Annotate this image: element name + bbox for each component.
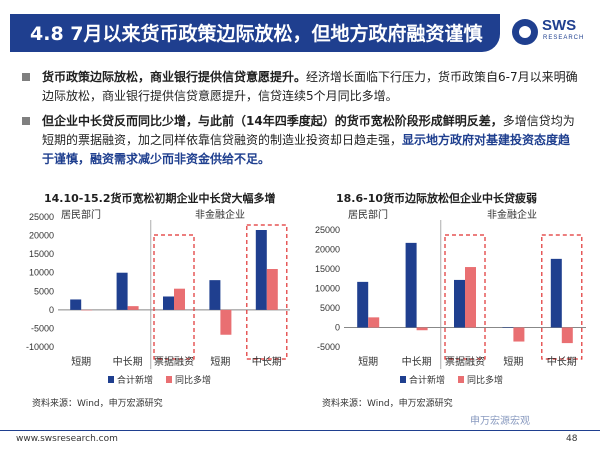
- chart1-ytick-label: 20000: [29, 231, 54, 241]
- chart2-category-label: 短期: [503, 355, 523, 368]
- bullet-2-bold: 但企业中长贷反而同比少增，与此前（14年四季度起）的货币宽松阶段形成鲜明反差，: [42, 114, 503, 128]
- chart1-bar-total: [209, 280, 221, 310]
- bullet-square-icon: [22, 117, 30, 125]
- sws-logo: SWS RESEARCH: [512, 17, 592, 49]
- logo-mark-icon: [512, 19, 538, 45]
- chart1-bar-yoy: [81, 309, 93, 311]
- bullet-2-text: 多增信贷均为短期的票据融资，加之同样依靠信贷融资的制造业投资却日趋走强，: [42, 114, 575, 147]
- chart1-bar-yoy: [266, 269, 278, 310]
- chart2-ytick-label: 10000: [315, 284, 340, 294]
- chart2-bar-yoy: [416, 327, 428, 331]
- chart2-bar-total: [550, 258, 562, 328]
- chart-2-title: 18.6-10货币边际放松但企业中长贷疲弱: [336, 192, 538, 205]
- bullet-1: 货币政策边际放松，商业银行提供信贷意愿提升。经济增长面临下行压力，货币政策自6-…: [22, 68, 582, 106]
- chart2-legend-label: 合计新增: [409, 374, 445, 386]
- chart1-category-label: 票据融资: [154, 355, 194, 368]
- chart2-bar-yoy: [561, 327, 573, 344]
- chart1-ytick-label: -5000: [31, 323, 54, 333]
- slide-header: 4.8 7月以来货币政策边际放松，但地方政府融资谨慎 SWS RESEARCH: [0, 14, 600, 52]
- chart1-ytick-label: 15000: [29, 249, 54, 259]
- chart1-ytick-label: 0: [49, 305, 54, 315]
- chart2-bar-yoy: [368, 317, 380, 328]
- chart2-group-label: 非金融企业: [487, 208, 537, 221]
- chart-1: 25000 20000 15000 10000 5000 0 -5000 -10000 居民部门…: [26, 208, 290, 386]
- chart2-bar-total: [357, 281, 369, 328]
- chart2-ytick-label: 20000: [315, 245, 340, 255]
- chart2-category-label: 票据融资: [445, 355, 485, 368]
- logo-subtext: RESEARCH: [543, 35, 585, 41]
- chart1-highlight-box: [246, 224, 288, 360]
- chart2-group-label: 居民部门: [348, 208, 388, 221]
- footer-divider: [0, 430, 600, 431]
- chart1-legend-swatch: [166, 376, 172, 383]
- chart1-legend-label: 同比多增: [175, 374, 211, 386]
- chart2-category-label: 短期: [358, 355, 378, 368]
- chart1-category-label: 短期: [210, 355, 230, 368]
- chart1-legend-swatch: [108, 376, 114, 383]
- chart1-category-label: 中长期: [252, 355, 282, 368]
- bullet-1-text: 经济增长面临下行压力，货币政策自6-7月以来明确边际放松，商业银行提供信贷意愿提…: [42, 70, 578, 103]
- chart1-bar-yoy: [220, 309, 232, 335]
- chart1-highlight-box: [153, 234, 195, 360]
- logo-text: SWS: [542, 17, 577, 34]
- bullet-2: 但企业中长贷反而同比少增，与此前（14年四季度起）的货币宽松阶段形成鲜明反差，多…: [22, 112, 582, 169]
- footer-url: www.swsresearch.com: [16, 434, 118, 444]
- chart1-bar-total: [116, 272, 128, 310]
- chart-2: 25000 20000 15000 10000 5000 0 -5000 居民部门 非金融企业短…: [315, 208, 586, 386]
- chart1-bar-total: [163, 296, 174, 310]
- chart1-ytick-label: 25000: [29, 212, 54, 222]
- chart1-legend-label: 合计新增: [117, 374, 153, 386]
- chart1-bar-total: [255, 230, 267, 310]
- chart2-bar-total: [454, 279, 465, 328]
- chart2-highlight-box: [444, 234, 486, 360]
- chart2-ytick-label: 5000: [320, 303, 340, 313]
- chart1-category-label: 短期: [71, 355, 91, 368]
- chart1-bar-total: [70, 299, 82, 310]
- chart1-group-label: 非金融企业: [195, 208, 245, 221]
- chart2-legend-swatch: [458, 376, 464, 383]
- chart2-ytick-label: 0: [335, 323, 340, 333]
- bullet-1-bold: 货币政策边际放松，商业银行提供信贷意愿提升。: [42, 70, 307, 84]
- chart2-highlight-box: [541, 234, 583, 360]
- chart1-category-label: 中长期: [113, 355, 143, 368]
- chart2-bar-total: [405, 242, 417, 328]
- slide-title: 4.8 7月以来货币政策边际放松，但地方政府融资谨慎: [30, 23, 483, 45]
- chart1-ytick-label: -10000: [26, 342, 54, 352]
- chart1-group-label: 居民部门: [61, 208, 101, 221]
- page-number: 48: [566, 434, 578, 444]
- bullet-list: 货币政策边际放松，商业银行提供信贷意愿提升。经济增长面临下行压力，货币政策自6-…: [22, 68, 582, 175]
- chart2-bar-yoy: [513, 327, 525, 342]
- chart1-bar-yoy: [127, 306, 139, 310]
- chart1-bar-yoy: [174, 288, 185, 310]
- footer-watermark: 申万宏源宏观: [470, 416, 530, 427]
- chart2-category-label: 中长期: [402, 355, 432, 368]
- chart2-ytick-label: 25000: [315, 225, 340, 235]
- chart2-legend-swatch: [400, 376, 406, 383]
- chart2-bar-yoy: [465, 267, 476, 328]
- chart2-legend-label: 同比多增: [467, 374, 503, 386]
- chart2-ytick-label: -5000: [317, 342, 340, 352]
- chart2-ytick-label: 15000: [315, 264, 340, 274]
- chart2-category-label: 中长期: [547, 355, 577, 368]
- bullet-2-highlight: 显示地方政府对基建投资态度趋于谨慎，融资需求减少而非资金供给不足。: [42, 133, 571, 166]
- chart1-ytick-label: 5000: [34, 286, 54, 296]
- chart-2-source: 资料来源：Wind，申万宏源研究: [322, 399, 453, 409]
- chart1-ytick-label: 10000: [29, 268, 54, 278]
- chart-1-source: 资料来源：Wind，申万宏源研究: [32, 399, 163, 409]
- chart2-bar-total: [502, 327, 514, 328]
- chart-1-title: 14.10-15.2货币宽松初期企业中长贷大幅多增: [44, 192, 276, 205]
- bullet-square-icon: [22, 73, 30, 81]
- title-bar: 4.8 7月以来货币政策边际放松，但地方政府融资谨慎: [10, 14, 500, 52]
